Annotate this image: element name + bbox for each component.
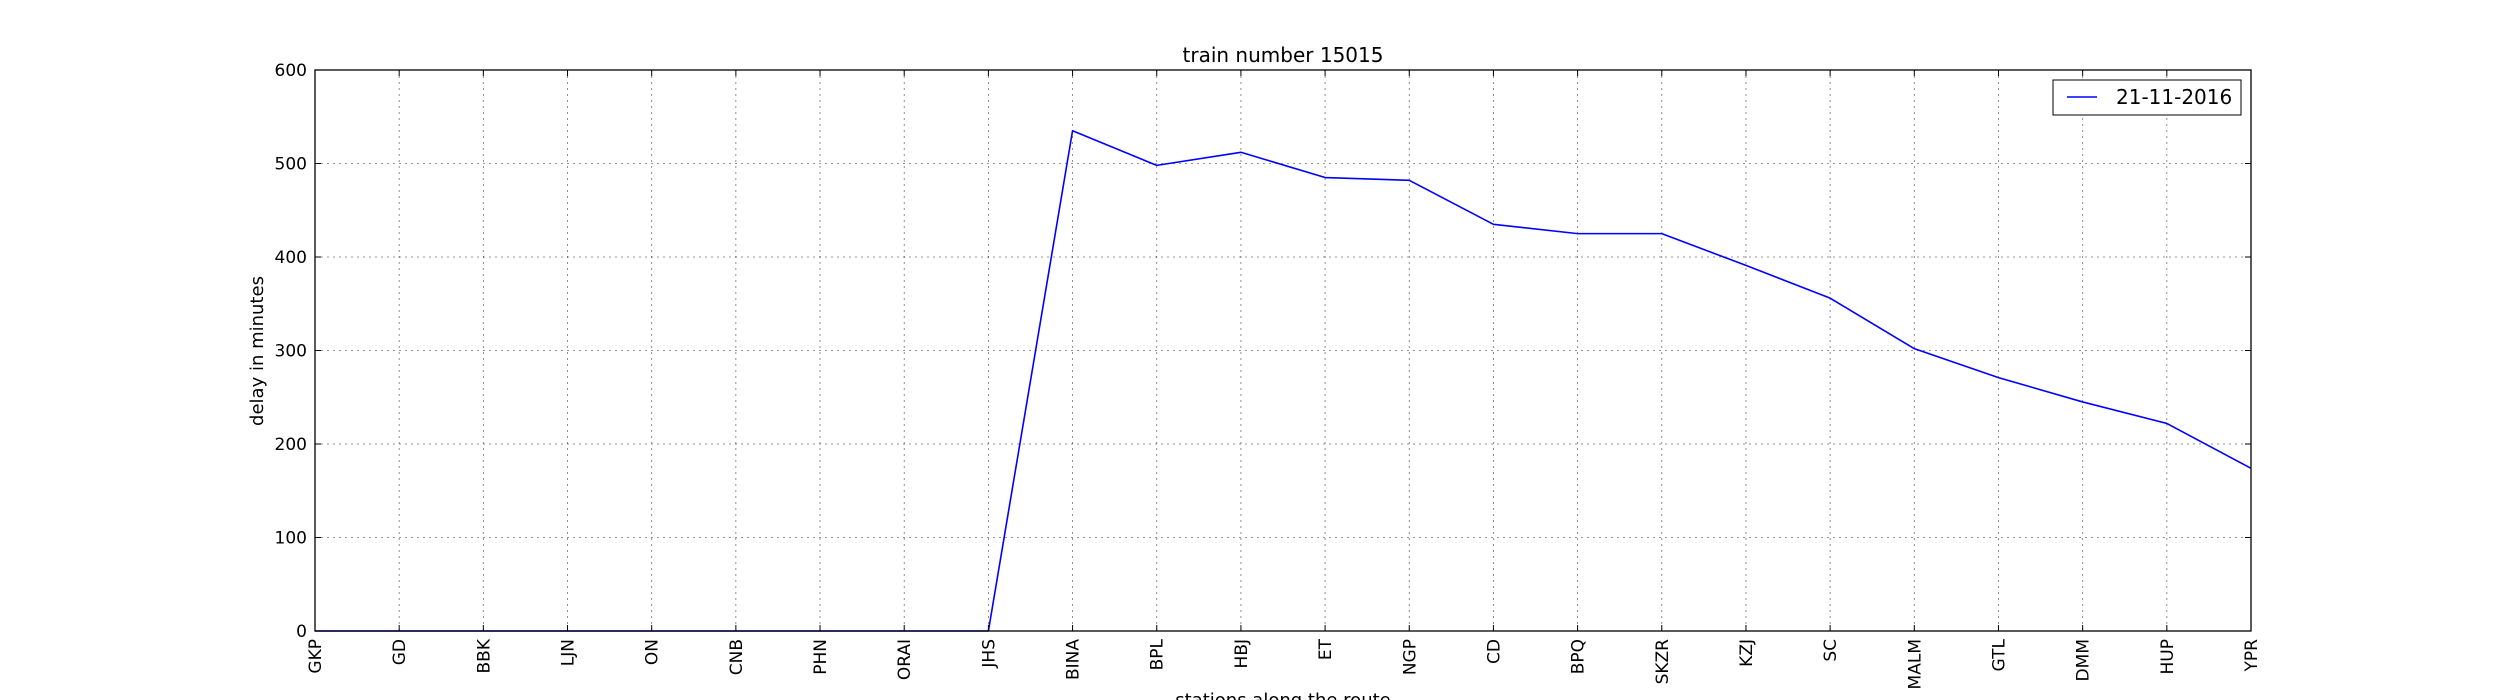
y-axis: 0 100 200 300 400 500 600 xyxy=(275,61,2251,642)
y-tick-label: 0 xyxy=(296,622,307,642)
x-tick-label: BINA xyxy=(1064,639,1084,680)
x-tick-label: NGP xyxy=(1400,639,1420,675)
x-tick-label: GTL xyxy=(1989,638,2009,671)
x-tick-label: JHS xyxy=(979,639,999,669)
x-tick-label: HUP xyxy=(2158,639,2178,674)
x-tick-label: LJN xyxy=(559,639,579,666)
x-tick-label: HBJ xyxy=(1232,639,1252,668)
x-tick-label: KZJ xyxy=(1737,639,1757,667)
x-tick-label: BPL xyxy=(1148,638,1168,670)
y-tick-label: 400 xyxy=(275,248,307,268)
x-tick-label: GD xyxy=(390,639,410,665)
x-axis-title: stations along the route xyxy=(1175,690,1390,700)
x-tick-label: CNB xyxy=(727,639,747,675)
x-tick-label: BBK xyxy=(474,638,494,673)
x-tick-label: ON xyxy=(643,639,663,665)
x-tick-label: BPQ xyxy=(1569,639,1589,674)
y-axis-title: delay in minutes xyxy=(247,276,268,426)
x-tick-label: SKZR xyxy=(1653,639,1673,685)
x-tick-label: CD xyxy=(1484,639,1504,664)
x-tick-label: MALM xyxy=(1905,639,1925,689)
y-tick-label: 600 xyxy=(275,61,307,81)
y-tick-label: 200 xyxy=(275,435,307,455)
y-tick-label: 300 xyxy=(275,342,307,362)
x-tick-label: ET xyxy=(1316,638,1336,660)
legend: 21-11-2016 xyxy=(2052,79,2242,116)
legend-label: 21-11-2016 xyxy=(2116,85,2232,109)
x-tick-label: YPR xyxy=(2242,639,2262,673)
x-axis: GKP GD BBK LJN ON CNB PHN ORAI JHS BINA BPL HBJ ET NG… xyxy=(306,70,2262,689)
x-tick-label: GKP xyxy=(306,639,326,674)
y-tick-label: 500 xyxy=(275,155,307,175)
chart-title: train number 15015 xyxy=(1183,43,1384,67)
y-tick-label: 100 xyxy=(275,529,307,549)
grid-lines xyxy=(315,70,2251,631)
x-tick-label: PHN xyxy=(811,639,831,675)
x-tick-label: ORAI xyxy=(895,639,915,680)
x-tick-label: DMM xyxy=(2074,639,2094,681)
x-tick-label: SC xyxy=(1821,639,1841,662)
